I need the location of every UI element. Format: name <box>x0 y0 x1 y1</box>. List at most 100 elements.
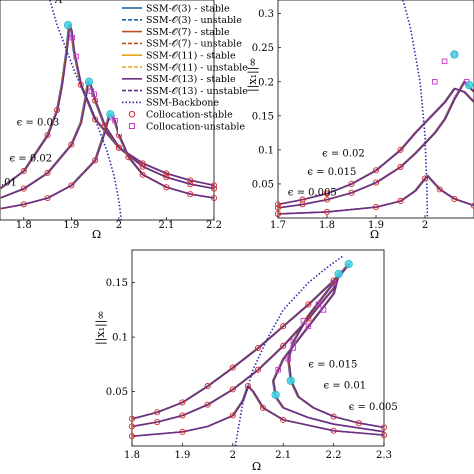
collocation-unstable-point <box>285 356 291 362</box>
ytick-label: 0.1 <box>258 145 274 156</box>
collocation-stable-point <box>244 383 251 390</box>
ytick-label: 0.2 <box>258 77 274 88</box>
curve-topright-1-order-3 <box>278 80 474 209</box>
collocation-stable-point <box>154 418 161 426</box>
collocation-stable-point <box>451 195 458 202</box>
xtick-label: 2.3 <box>376 450 392 461</box>
collocation-unstable-point <box>112 117 118 124</box>
collocation-stable-point <box>330 427 337 434</box>
legend-label: Collocation-unstable <box>146 121 245 132</box>
annotation-label: ϵ = 0.015 <box>308 360 357 371</box>
collocation-stable-point <box>274 204 282 211</box>
xtick-label: 2.1 <box>158 220 174 231</box>
legend-label: Collocation-stable <box>146 110 233 121</box>
legend-label: SSM-𝒪(11) - stable <box>146 51 236 62</box>
ytick-label: 0.15 <box>106 278 128 289</box>
collocation-unstable-point <box>320 307 327 313</box>
ytick-label: 0.1 <box>112 333 128 344</box>
collocation-stable-point <box>139 163 146 170</box>
collocation-stable-point <box>280 342 287 349</box>
ytick-label: 0.05 <box>106 387 128 398</box>
collocation-stable-point <box>187 181 194 188</box>
collocation-unstable-point <box>330 279 337 286</box>
panel-bottom: 1.8 1.9 2 2.1 2.2 2.3 0.05 0.1 0.15 ϵ = 0.015 ϵ … <box>94 249 398 473</box>
collocation-stable-point <box>380 424 388 431</box>
collocation-stable-point <box>139 171 146 178</box>
collocation-unstable-point <box>275 367 281 373</box>
collocation-stable-point <box>92 97 99 104</box>
collocation-unstable-point <box>88 88 95 94</box>
curve-topright-2-order-3 <box>278 174 474 215</box>
legend-label: SSM-𝒪(3) - unstable <box>146 15 242 26</box>
collocation-unstable-point <box>91 91 97 98</box>
collocation-stable-point <box>397 197 404 205</box>
collocation-stable-point <box>254 366 262 373</box>
collocation-stable-point <box>372 167 380 174</box>
collocation-stable-point <box>187 177 194 184</box>
backbone-bottom <box>234 254 345 447</box>
collocation-stable-point <box>68 182 75 189</box>
xtick-label: 1.8 <box>124 450 140 461</box>
collocation-stable-point <box>44 194 51 202</box>
collocation-unstable-point <box>441 58 448 65</box>
backbone-topleft <box>49 0 123 221</box>
legend-label: SSM-𝒪(13) - unstable <box>146 86 248 97</box>
collocation-stable-point <box>380 432 388 439</box>
collocation-stable-point <box>274 201 282 208</box>
collocation-stable-point <box>179 428 186 435</box>
collocation-stable-point <box>204 383 211 390</box>
collocation-stable-point <box>139 160 146 167</box>
collocation-stable-point <box>259 404 267 411</box>
collocation-stable-point <box>229 364 236 371</box>
collocation-stable-point <box>330 413 337 420</box>
collocation-stable-point <box>54 106 61 114</box>
collocation-stable-point <box>397 146 404 153</box>
collocation-stable-point <box>115 144 122 151</box>
legend-label: SSM-𝒪(11) - unstable <box>146 62 248 73</box>
collocation-stable-point <box>323 196 331 203</box>
collocation-stable-point <box>92 157 99 164</box>
collocation-stable-point <box>20 185 27 192</box>
annotation-label: ϵ = 0.02 <box>10 154 53 165</box>
annotation-label: ϵ = 0.005 <box>349 402 398 413</box>
bifurcation-marker <box>63 21 73 30</box>
collocation-stable-point <box>323 190 331 197</box>
legend-swatch <box>129 123 135 129</box>
collocation-stable-point <box>128 415 136 422</box>
ytick-label: 0.05 <box>252 179 274 190</box>
bifurcation-marker <box>334 269 343 279</box>
collocation-stable-point <box>68 141 75 148</box>
xtick-label: 1.7 <box>270 220 286 231</box>
collocation-stable-point <box>204 401 211 408</box>
collocation-stable-point <box>154 409 161 416</box>
annotation-label: .01 <box>1 177 17 188</box>
xtick-label: 2 <box>116 220 122 231</box>
collocation-stable-point <box>323 208 331 215</box>
xtick-label: 2.2 <box>206 220 222 231</box>
legend-label: SSM-𝒪(3) - stable <box>146 3 230 14</box>
bifurcation-marker <box>84 77 94 86</box>
collocation-unstable-point <box>305 323 312 329</box>
collocation-stable-point <box>163 170 170 177</box>
bifurcation-marker <box>465 81 474 90</box>
collocation-stable-point <box>254 344 262 352</box>
collocation-stable-point <box>20 167 27 175</box>
collocation-stable-point <box>229 386 236 393</box>
xlabel-bottom: Ω <box>252 460 261 473</box>
bifurcation-marker <box>106 110 115 119</box>
legend-label: SSM-𝒪(13) - stable <box>146 74 236 85</box>
collocation-stable-point <box>372 179 380 186</box>
xtick-label: 2 <box>230 450 236 461</box>
annotation-label: ϵ = 0.02 <box>322 149 365 160</box>
collocation-stable-point <box>179 412 186 419</box>
collocation-stable-point <box>305 301 312 308</box>
collocation-stable-point <box>348 180 355 187</box>
collocation-stable-point <box>397 163 404 170</box>
collocation-stable-point <box>179 399 186 406</box>
collocation-unstable-point <box>315 301 322 308</box>
bifurcation-marker <box>286 376 295 385</box>
collocation-stable-point <box>44 132 51 139</box>
